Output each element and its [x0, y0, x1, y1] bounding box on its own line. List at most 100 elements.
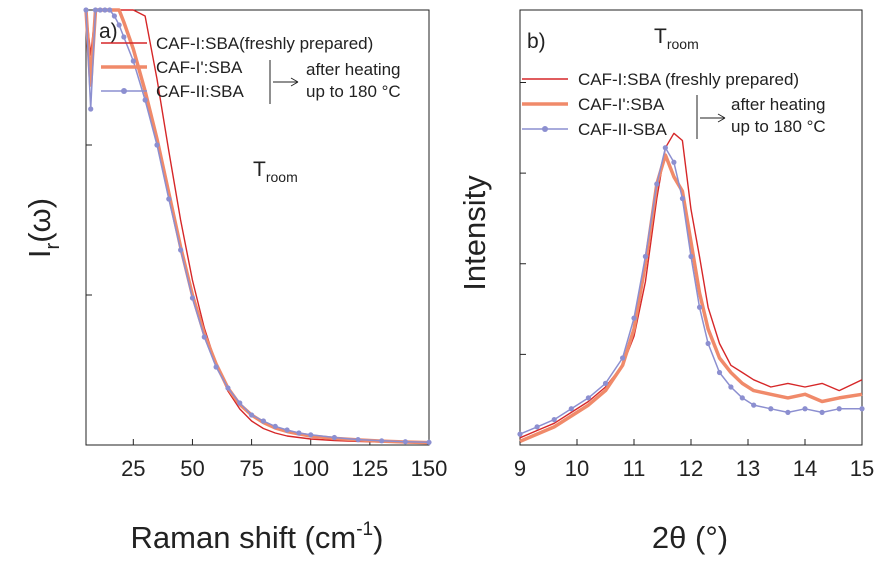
- panel-a-x-axis-title: Raman shift (cm-1): [131, 519, 384, 555]
- series-point-caf-ii: [739, 395, 745, 401]
- series-point-caf-ii: [426, 439, 432, 445]
- series-point-caf-ii: [178, 247, 184, 253]
- panel-b-legend: CAF-I:SBA (freshly prepared) CAF-I':SBA …: [522, 70, 826, 139]
- series-point-caf-ii: [662, 145, 668, 151]
- series-point-caf-ii: [688, 253, 694, 260]
- panel-b-label: b): [527, 30, 546, 53]
- series-point-caf-ii: [654, 181, 660, 187]
- series-point-caf-ii: [225, 385, 231, 391]
- series-point-caf-ii: [107, 7, 113, 13]
- legend-note-line-2: up to 180 °C: [306, 82, 401, 101]
- panel-b-x-tick-label: 10: [565, 456, 589, 481]
- series-point-caf-ii: [97, 7, 103, 13]
- series-point-caf-ii: [83, 7, 89, 13]
- legend-b-label-caf-i-prime: CAF-I':SBA: [578, 95, 665, 114]
- panel-a-x-tick-label: 100: [292, 456, 329, 481]
- series-point-caf-ii: [602, 380, 609, 386]
- panel-b-troom: Troom: [654, 25, 699, 52]
- series-point-caf-ii: [379, 438, 385, 444]
- legend-arrowhead: [290, 77, 299, 87]
- legend-b-arrowhead: [717, 113, 726, 123]
- series-point-caf-ii: [142, 97, 148, 103]
- series-point-caf-ii: [534, 424, 540, 430]
- legend-note-line-1: after heating: [306, 60, 401, 79]
- series-point-caf-ii: [568, 406, 574, 412]
- panel-b-x-tick-label: 9: [514, 456, 526, 481]
- panel-a-x-tick-label: 125: [352, 456, 389, 481]
- panel-b-ticks: 9 10 11 12 13 14 15: [514, 82, 874, 481]
- series-point-caf-ii: [213, 364, 219, 370]
- series-point-caf-ii: [308, 432, 314, 438]
- series-point-caf-ii: [696, 304, 703, 310]
- series-point-caf-ii: [201, 334, 207, 340]
- series-point-caf-ii: [296, 430, 302, 436]
- series-point-caf-ii: [272, 423, 278, 429]
- series-point-caf-ii: [88, 106, 94, 112]
- series-point-caf-ii: [166, 196, 172, 202]
- series-point-caf-ii: [836, 406, 842, 412]
- panel-b-series: [517, 132, 865, 444]
- panel-b-x-tick-label: 13: [736, 456, 760, 481]
- panel-b-x-tick-label: 15: [850, 456, 874, 481]
- legend-b-marker-caf-ii: [542, 126, 548, 132]
- series-point-caf-ii: [248, 412, 255, 418]
- series-point-caf-ii: [859, 406, 865, 412]
- series-point-caf-ii: [751, 402, 757, 408]
- series-point-caf-ii: [585, 395, 592, 401]
- panel-a-legend: CAF-I:SBA(freshly prepared) CAF-I':SBA C…: [101, 34, 401, 104]
- series-point-caf-ii: [189, 295, 196, 301]
- series-line-caf-ii: [519, 147, 862, 435]
- panel-b-x-tick-label: 14: [793, 456, 817, 481]
- series-point-caf-ii: [819, 409, 825, 415]
- legend-marker-caf-ii: [121, 88, 127, 94]
- legend-b-note-line-2: up to 180 °C: [731, 117, 826, 136]
- panel-b-y-axis-title: Intensity: [457, 175, 492, 291]
- panel-a-y-axis-title: Ir(ω): [22, 198, 64, 258]
- series-point-caf-ii: [92, 7, 99, 13]
- legend-b-label-caf-ii: CAF-II-SBA: [578, 120, 667, 139]
- series-point-caf-ii: [260, 418, 267, 424]
- series-point-caf-ii: [768, 406, 774, 412]
- legend-label-caf-i-prime: CAF-I':SBA: [156, 58, 243, 77]
- panel-a-x-tick-label: 150: [411, 456, 448, 481]
- series-point-caf-ii: [551, 417, 557, 423]
- series-point-caf-ii: [355, 437, 361, 443]
- series-point-caf-ii: [802, 406, 808, 412]
- series-point-caf-ii: [631, 315, 637, 321]
- series-point-caf-ii: [671, 159, 677, 165]
- series-point-caf-ii: [284, 427, 290, 433]
- series-point-caf-ii: [402, 439, 408, 445]
- series-point-caf-ii: [642, 253, 649, 260]
- panel-b-x-tick-label: 12: [679, 456, 703, 481]
- series-point-caf-ii: [620, 355, 626, 361]
- series-point-caf-ii: [679, 195, 686, 202]
- legend-label-caf-ii: CAF-II:SBA: [156, 82, 245, 101]
- series-line-caf-i: [519, 132, 863, 439]
- series-point-caf-ii: [130, 58, 136, 64]
- series-point-caf-ii: [331, 434, 337, 441]
- panel-a-label: a): [99, 20, 118, 43]
- panel-a-x-tick-label: 50: [180, 456, 204, 481]
- series-point-caf-ii: [517, 431, 523, 437]
- series-point-caf-ii: [111, 13, 117, 19]
- legend-b-note-line-1: after heating: [731, 95, 826, 114]
- series-point-caf-ii: [121, 34, 127, 40]
- panel-a-series: [83, 7, 432, 445]
- series-point-caf-ii: [705, 340, 711, 347]
- panel-b-x-tick-label: 11: [623, 456, 646, 481]
- panel-a: 25 50 75 100 125 150 a) CAF-I:SBA(freshly pre…: [22, 7, 447, 555]
- series-point-caf-ii: [237, 400, 243, 406]
- panel-b-x-axis-title: 2θ (°): [652, 520, 728, 555]
- panel-a-troom: Troom: [253, 158, 298, 185]
- series-point-caf-ii: [116, 22, 122, 28]
- series-point-caf-ii: [154, 142, 160, 148]
- legend-b-label-caf-i: CAF-I:SBA (freshly prepared): [578, 70, 799, 89]
- series-point-caf-ii: [716, 369, 723, 376]
- series-point-caf-ii: [728, 384, 734, 390]
- panel-a-x-tick-label: 25: [121, 456, 145, 481]
- series-line-caf-i-prime: [519, 153, 863, 444]
- series-point-caf-ii: [102, 7, 108, 13]
- panel-a-plot-frame: [85, 9, 430, 446]
- panel-a-ticks: 25 50 75 100 125 150: [86, 9, 448, 481]
